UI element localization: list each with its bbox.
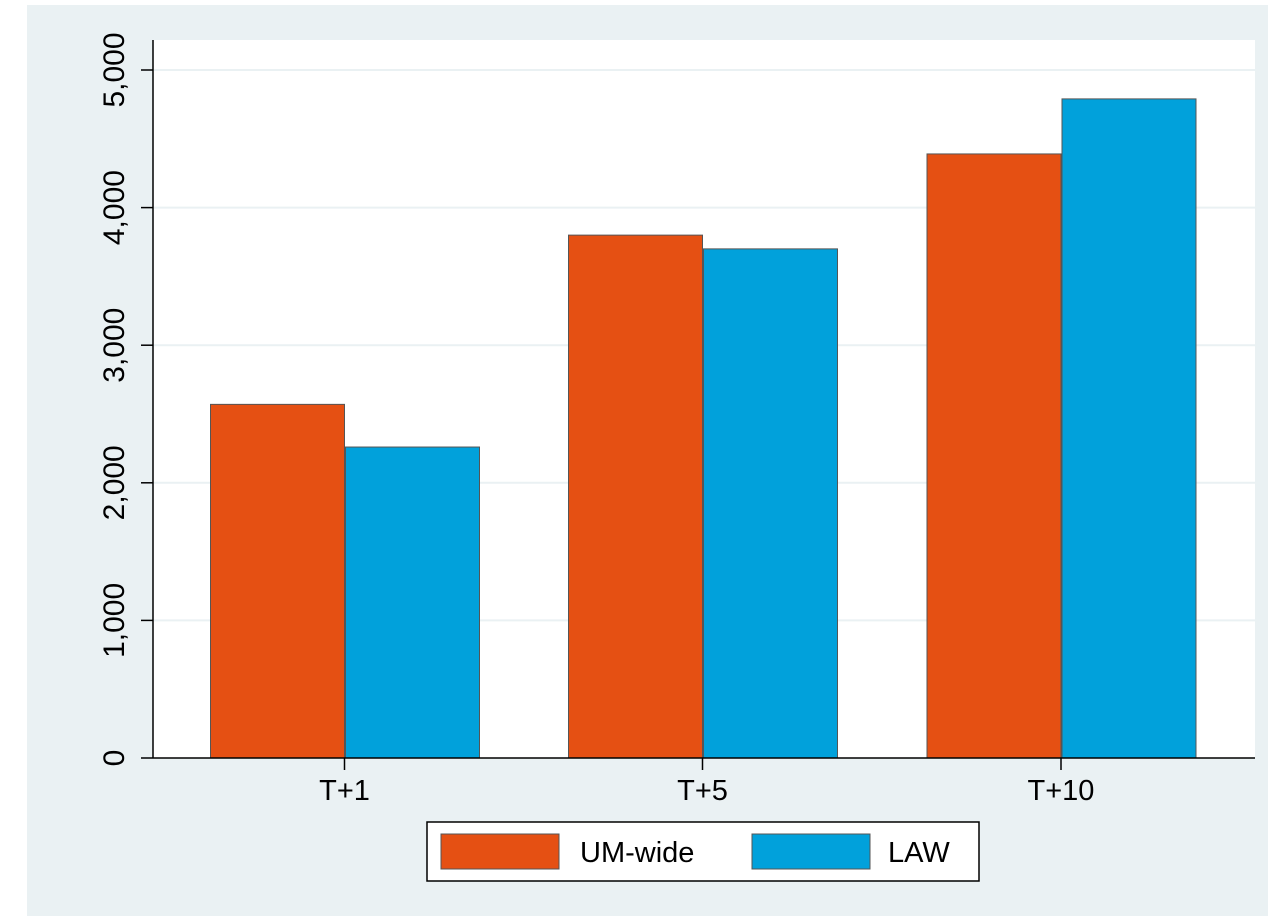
- y-tick-label-5: 5,000: [98, 32, 131, 107]
- y-tick-label-3: 3,000: [98, 308, 131, 383]
- legend: UM-wide LAW: [426, 821, 980, 882]
- legend-swatch-law: [751, 833, 871, 870]
- axes: 0 1,000 2,000 3,000 4,000 5,000 T+1 T+5 T+10: [98, 32, 1255, 807]
- bar-um-wide-t+1: [210, 403, 345, 759]
- x-tick-label-1: T+5: [677, 775, 728, 807]
- x-tick-label-2: T+10: [1028, 775, 1095, 807]
- y-tick-label-0: 0: [98, 750, 131, 767]
- bar-law-t+1: [345, 446, 480, 759]
- y-tick-label-2: 2,000: [98, 445, 131, 520]
- bar-law-t+5: [703, 248, 838, 759]
- legend-label-law: LAW: [888, 837, 950, 869]
- x-tick-label-0: T+1: [319, 775, 370, 807]
- y-tick-label-4: 4,000: [98, 170, 131, 245]
- bar-um-wide-t+5: [568, 234, 703, 759]
- bars: [210, 98, 1197, 759]
- legend-swatch-um-wide: [440, 833, 560, 870]
- y-tick-label-1: 1,000: [98, 583, 131, 658]
- legend-label-um-wide: UM-wide: [580, 837, 694, 869]
- bar-law-t+10: [1061, 98, 1197, 759]
- bar-um-wide-t+10: [926, 153, 1062, 759]
